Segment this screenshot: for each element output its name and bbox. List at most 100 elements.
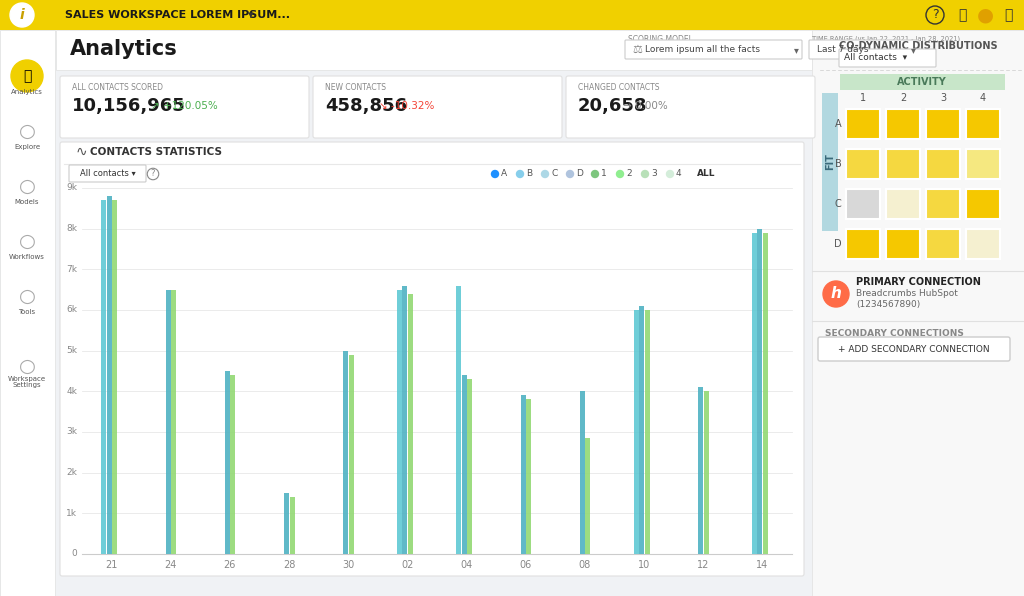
Bar — [225, 371, 230, 554]
Bar — [521, 395, 525, 554]
FancyBboxPatch shape — [818, 337, 1010, 361]
Bar — [402, 285, 408, 554]
Text: → 0.00%: → 0.00% — [623, 101, 668, 111]
Text: 3: 3 — [940, 93, 946, 103]
FancyBboxPatch shape — [809, 40, 919, 59]
Text: + ADD SECONDARY CONNECTION: + ADD SECONDARY CONNECTION — [839, 344, 990, 353]
FancyBboxPatch shape — [840, 74, 1005, 90]
Text: ○: ○ — [18, 231, 36, 250]
Text: ⚖: ⚖ — [632, 45, 642, 55]
FancyBboxPatch shape — [966, 189, 1000, 219]
Text: TIME RANGE (vs Jan 22, 2021 - Jan 28, 2021): TIME RANGE (vs Jan 22, 2021 - Jan 28, 20… — [812, 36, 961, 42]
Text: PRIMARY CONNECTION: PRIMARY CONNECTION — [856, 277, 981, 287]
Bar — [526, 399, 531, 554]
Bar — [166, 290, 171, 554]
FancyBboxPatch shape — [966, 109, 1000, 139]
Text: ▾: ▾ — [794, 45, 799, 55]
FancyBboxPatch shape — [625, 40, 802, 59]
Text: SECONDARY CONNECTIONS: SECONDARY CONNECTIONS — [825, 328, 964, 337]
Text: All contacts  ▾: All contacts ▾ — [845, 54, 907, 63]
Bar — [763, 232, 768, 554]
Bar — [112, 200, 117, 554]
Text: 21: 21 — [105, 560, 118, 570]
Circle shape — [11, 60, 43, 92]
FancyBboxPatch shape — [846, 229, 880, 259]
Text: D: D — [575, 169, 583, 178]
Text: 02: 02 — [401, 560, 414, 570]
FancyBboxPatch shape — [566, 76, 815, 138]
Text: Workspace
Settings: Workspace Settings — [8, 375, 46, 389]
Text: ALL CONTACTS SCORED: ALL CONTACTS SCORED — [72, 83, 163, 92]
Text: (1234567890): (1234567890) — [856, 300, 921, 309]
Text: 12: 12 — [697, 560, 710, 570]
Bar — [408, 294, 413, 554]
Bar — [644, 310, 649, 554]
Text: 2k: 2k — [67, 468, 77, 477]
Text: C: C — [551, 169, 557, 178]
Bar — [580, 392, 585, 554]
Text: 6k: 6k — [66, 306, 77, 315]
Bar — [349, 355, 353, 554]
Text: SCORING MODEL: SCORING MODEL — [628, 35, 693, 44]
Text: 2: 2 — [626, 169, 632, 178]
Text: CHANGED CONTACTS: CHANGED CONTACTS — [578, 83, 659, 92]
Text: C: C — [835, 199, 842, 209]
Text: Models: Models — [14, 199, 39, 205]
Text: 🔔: 🔔 — [957, 8, 967, 22]
FancyBboxPatch shape — [812, 30, 1024, 596]
FancyBboxPatch shape — [69, 165, 146, 182]
Text: h: h — [830, 287, 842, 302]
Bar — [171, 290, 176, 554]
Bar — [467, 379, 472, 554]
Bar — [290, 497, 295, 554]
Text: B: B — [835, 159, 842, 169]
Text: Workflows: Workflows — [9, 254, 45, 260]
Text: ACTIVITY: ACTIVITY — [897, 77, 947, 87]
FancyBboxPatch shape — [56, 30, 812, 40]
Bar — [106, 196, 112, 554]
FancyBboxPatch shape — [313, 76, 562, 138]
FancyBboxPatch shape — [60, 76, 309, 138]
Circle shape — [10, 3, 34, 27]
Text: Tools: Tools — [18, 309, 36, 315]
Bar — [698, 387, 703, 554]
Text: 8k: 8k — [66, 224, 77, 233]
Text: 7k: 7k — [66, 265, 77, 274]
FancyBboxPatch shape — [0, 30, 55, 596]
Circle shape — [592, 170, 598, 178]
Text: ○: ○ — [18, 287, 36, 306]
Text: ?: ? — [932, 8, 938, 21]
Circle shape — [566, 170, 573, 178]
FancyBboxPatch shape — [822, 93, 838, 231]
Text: Lorem ipsum all the facts: Lorem ipsum all the facts — [645, 45, 760, 54]
Text: 458,856: 458,856 — [325, 97, 408, 115]
Bar — [634, 310, 639, 554]
Text: Breadcrumbs HubSpot: Breadcrumbs HubSpot — [856, 290, 957, 299]
Text: 3: 3 — [651, 169, 656, 178]
Circle shape — [516, 170, 523, 178]
FancyBboxPatch shape — [56, 30, 810, 596]
Bar — [639, 306, 644, 554]
Text: i: i — [19, 8, 25, 22]
Text: ∿: ∿ — [76, 145, 88, 159]
FancyBboxPatch shape — [966, 149, 1000, 179]
Text: 4: 4 — [676, 169, 682, 178]
FancyBboxPatch shape — [966, 229, 1000, 259]
Circle shape — [823, 281, 849, 307]
FancyBboxPatch shape — [0, 0, 1024, 30]
Text: ↗ +120.05%: ↗ +120.05% — [151, 101, 218, 111]
Text: Last 7 days: Last 7 days — [817, 45, 868, 54]
Text: 📊: 📊 — [23, 69, 31, 83]
Text: Explore: Explore — [14, 144, 40, 150]
Bar — [586, 438, 591, 554]
FancyBboxPatch shape — [56, 30, 812, 70]
Circle shape — [667, 170, 674, 178]
Text: 26: 26 — [223, 560, 237, 570]
Text: ↘ -10.32%: ↘ -10.32% — [380, 101, 435, 111]
Circle shape — [542, 170, 549, 178]
Text: 30: 30 — [342, 560, 354, 570]
Text: 10,156,965: 10,156,965 — [72, 97, 185, 115]
Text: 10: 10 — [638, 560, 650, 570]
FancyBboxPatch shape — [839, 49, 936, 67]
Bar — [343, 350, 348, 554]
